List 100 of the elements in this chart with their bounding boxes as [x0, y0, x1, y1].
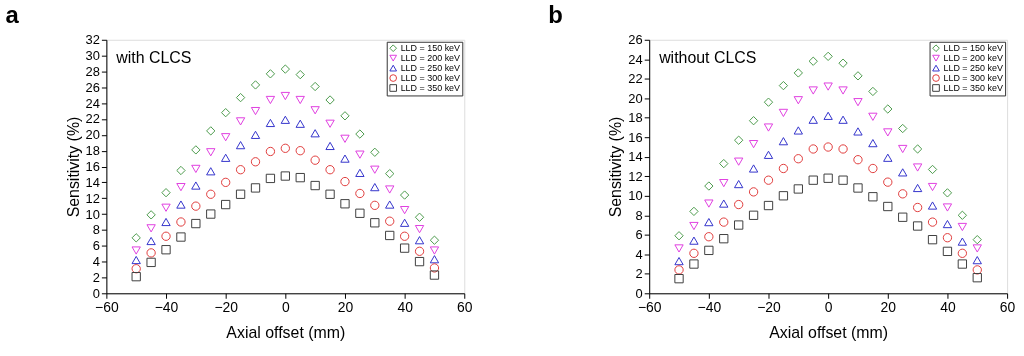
y-tick-label: 20 [628, 90, 643, 106]
point [883, 104, 893, 114]
point [748, 210, 759, 220]
point [778, 80, 789, 91]
point [883, 153, 893, 162]
y-tick-label: 10 [85, 206, 100, 222]
legend-label: LLD = 200 keV [943, 53, 1003, 64]
point [385, 216, 395, 226]
point [161, 188, 171, 198]
point [385, 230, 395, 241]
point [146, 257, 156, 268]
point [734, 135, 744, 145]
legend-label: LLD = 200 keV [400, 53, 461, 64]
point [355, 208, 365, 218]
point [161, 231, 171, 241]
y-tick-label: 24 [85, 95, 100, 111]
x-tick-label: 0 [824, 298, 833, 315]
point [161, 217, 171, 227]
point [310, 155, 320, 165]
point [280, 64, 290, 74]
annotation: with CLCS [115, 48, 192, 66]
point [221, 177, 231, 188]
point [689, 206, 699, 217]
point [131, 233, 141, 243]
point [250, 157, 261, 167]
point [235, 117, 246, 126]
point [191, 218, 201, 229]
point [280, 115, 290, 124]
y-tick-label: 24 [628, 51, 643, 67]
point [898, 144, 908, 154]
point [853, 127, 863, 136]
point [265, 146, 276, 157]
point [146, 236, 156, 246]
point [719, 199, 729, 208]
y-tick-label: 8 [635, 207, 643, 223]
point [221, 153, 231, 162]
point [883, 128, 893, 137]
point [734, 199, 744, 210]
point [674, 257, 684, 266]
y-tick-label: 22 [628, 71, 643, 87]
point [385, 185, 395, 194]
y-tick-label: 26 [85, 79, 100, 95]
point [763, 97, 774, 107]
point [206, 148, 216, 157]
point [898, 212, 908, 222]
point [868, 139, 878, 148]
point [927, 182, 938, 192]
point [250, 80, 261, 90]
point [250, 130, 261, 139]
point [221, 133, 231, 142]
point [719, 158, 729, 169]
chart-title: a [5, 0, 20, 28]
point [385, 169, 395, 179]
point [340, 111, 350, 121]
y-tick-label: 26 [628, 32, 643, 48]
point [221, 199, 231, 210]
point [206, 189, 216, 199]
point [414, 236, 425, 245]
y-tick-label: 12 [85, 190, 100, 206]
point [719, 234, 729, 244]
y-tick-label: 14 [85, 174, 100, 190]
point [235, 189, 246, 199]
point [295, 95, 305, 105]
y-tick-label: 30 [85, 48, 100, 64]
point [131, 264, 141, 274]
point [325, 141, 335, 151]
point [942, 203, 953, 212]
point [957, 210, 968, 220]
point [719, 217, 729, 227]
point [370, 218, 380, 228]
legend-label: LLD = 350 keV [400, 82, 461, 93]
point [191, 164, 201, 174]
point [385, 200, 395, 209]
point [763, 150, 774, 159]
legend-label: LLD = 300 keV [400, 73, 461, 84]
point [778, 137, 789, 146]
point [927, 164, 938, 175]
point [674, 244, 684, 253]
y-tick-label: 22 [85, 111, 100, 127]
y-tick-label: 4 [92, 254, 100, 270]
point [280, 143, 290, 153]
point [399, 206, 410, 215]
point [748, 140, 759, 149]
point [898, 123, 908, 134]
point [912, 144, 923, 154]
point [734, 179, 744, 189]
point [823, 173, 833, 183]
point [176, 200, 186, 209]
x-tick-label: −40 [154, 298, 179, 315]
point [310, 81, 320, 92]
point [176, 217, 186, 227]
point [942, 233, 953, 243]
point [853, 183, 863, 193]
legend-label: LLD = 150 keV [400, 43, 461, 54]
point [957, 259, 968, 269]
point [325, 119, 335, 128]
point [853, 71, 863, 81]
y-tick-label: 32 [85, 32, 100, 48]
point [414, 246, 425, 256]
point [972, 235, 982, 245]
